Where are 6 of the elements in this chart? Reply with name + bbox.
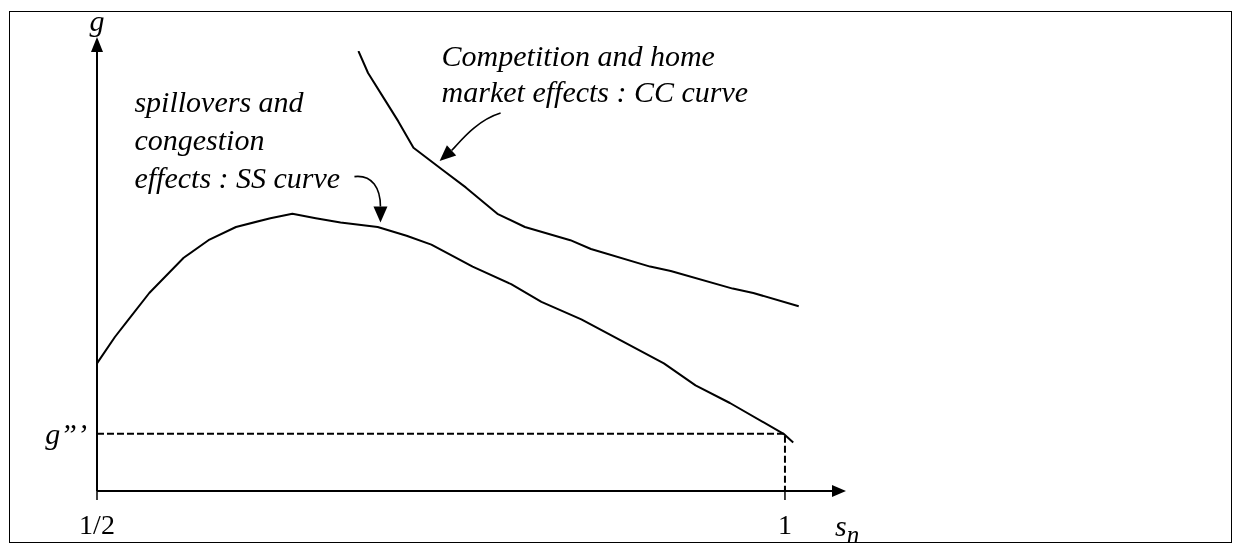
annotation: spillovers and congestion effects : SS curve [134,83,341,196]
x-tick-label: 1/2 [79,508,115,540]
x-tick-label: 1 [777,508,792,540]
y-axis-title: g [89,4,105,37]
annotation: g”’ [45,415,87,452]
annotation: Competition and home market effects : CC curve [441,38,749,110]
